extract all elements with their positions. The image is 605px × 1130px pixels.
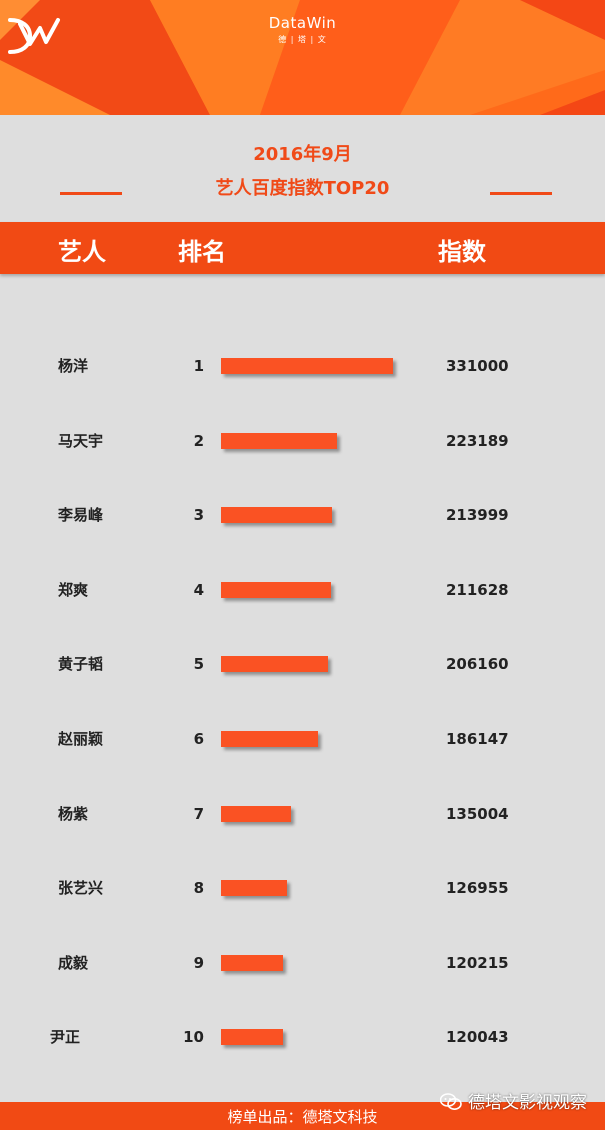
footer-bar: 榜单出品：德塔文科技: [0, 1102, 605, 1130]
watermark: 德塔文影视观察: [440, 1088, 587, 1113]
index-bar: [221, 731, 318, 747]
artist-name: 李易峰: [58, 506, 104, 524]
index-value: 135004: [446, 805, 509, 823]
ranking-row: 杨洋 1 331000: [0, 354, 605, 378]
brand-name: DataWin: [268, 14, 337, 32]
column-rank: 排名: [178, 238, 226, 266]
brand-subtitle: 德 | 塔 | 文: [278, 35, 327, 44]
column-artist: 艺人: [58, 238, 106, 266]
index-value: 126955: [446, 879, 509, 897]
ranking-row: 李易峰 3 213999: [0, 503, 605, 527]
rank-number: 2: [193, 432, 204, 450]
rank-number: 6: [193, 730, 204, 748]
index-value: 223189: [446, 432, 509, 450]
index-value: 331000: [446, 357, 509, 375]
header-background: [0, 0, 605, 115]
artist-name: 尹正: [50, 1028, 81, 1046]
rank-number: 9: [193, 954, 204, 972]
artist-name: 赵丽颖: [58, 730, 104, 748]
index-value: 186147: [446, 730, 509, 748]
column-index: 指数: [438, 238, 486, 266]
artist-name: 杨紫: [58, 805, 89, 823]
artist-name: 成毅: [58, 954, 89, 972]
index-bar: [221, 507, 332, 523]
index-bar: [221, 433, 337, 449]
artist-name: 杨洋: [58, 357, 89, 375]
ranking-row: 成毅 9 120215: [0, 951, 605, 975]
artist-name: 马天宇: [58, 432, 104, 450]
footer-credit: 榜单出品：德塔文科技: [227, 1108, 378, 1126]
rank-number: 4: [193, 581, 204, 599]
title-date: 2016年9月: [253, 144, 352, 165]
ranking-row: 赵丽颖 6 186147: [0, 727, 605, 751]
index-value: 120215: [446, 954, 509, 972]
ranking-row: 尹正 10 120043: [0, 1025, 605, 1049]
index-value: 206160: [446, 655, 509, 673]
index-bar: [221, 880, 287, 896]
index-bar: [221, 1029, 283, 1045]
rank-number: 5: [193, 655, 204, 673]
logo-mark-icon: [8, 18, 60, 54]
ranking-row: 杨紫 7 135004: [0, 802, 605, 826]
title-main: 艺人百度指数TOP20: [215, 178, 390, 199]
chart-title: 2016年9月 艺人百度指数TOP20: [0, 138, 605, 206]
wechat-icon: [440, 1093, 462, 1110]
index-value: 120043: [446, 1028, 509, 1046]
artist-name: 郑爽: [58, 581, 89, 599]
rank-number: 7: [193, 805, 204, 823]
datawin-logo: DataWin 德 | 塔 | 文: [0, 14, 605, 54]
index-bar: [221, 582, 331, 598]
index-value: 211628: [446, 581, 509, 599]
artist-name: 黄子韬: [58, 655, 104, 673]
rank-number: 3: [193, 506, 204, 524]
ranking-row: 黄子韬 5 206160: [0, 652, 605, 676]
rank-number: 10: [183, 1028, 204, 1046]
index-bar: [221, 656, 328, 672]
column-header-bar: 艺人 排名 指数: [0, 222, 605, 274]
index-bar: [221, 955, 283, 971]
ranking-row: 郑爽 4 211628: [0, 578, 605, 602]
title-rule-left: [60, 192, 122, 195]
index-bar: [221, 358, 393, 374]
index-value: 213999: [446, 506, 509, 524]
rank-number: 8: [193, 879, 204, 897]
ranking-row: 张艺兴 8 126955: [0, 876, 605, 900]
ranking-row: 马天宇 2 223189: [0, 429, 605, 453]
index-bar: [221, 806, 291, 822]
header-banner: DataWin 德 | 塔 | 文: [0, 0, 605, 115]
title-rule-right: [490, 192, 552, 195]
rank-number: 1: [193, 357, 204, 375]
watermark-text: 德塔文影视观察: [468, 1093, 587, 1113]
artist-name: 张艺兴: [58, 879, 104, 897]
